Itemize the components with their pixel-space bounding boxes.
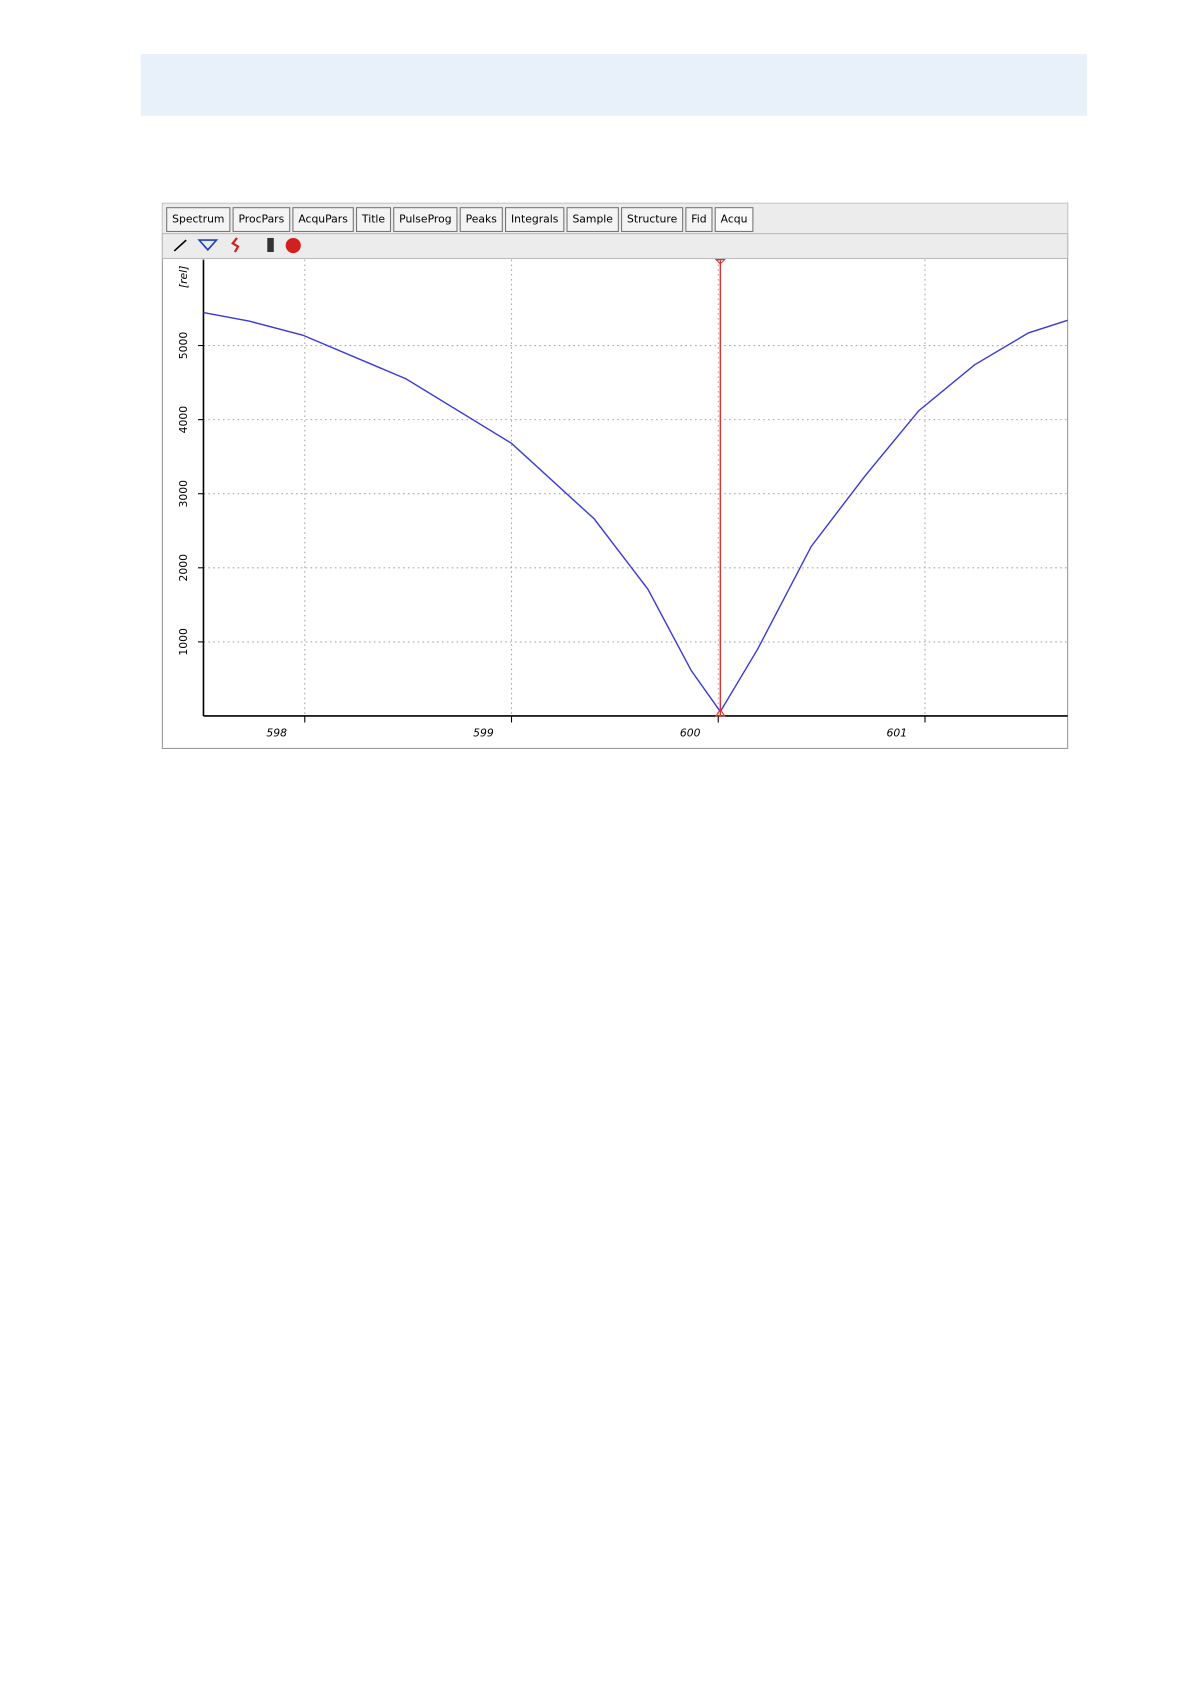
tab[interactable] (566, 207, 619, 232)
cursor-handle[interactable] (714, 708, 726, 717)
tab[interactable] (166, 207, 231, 232)
tab[interactable] (292, 207, 354, 232)
x-tick-label: 601 (887, 726, 908, 739)
x-tick-label: 599 (473, 726, 494, 739)
icon[interactable] (231, 237, 240, 253)
y-axis-label: [rel] (177, 266, 190, 289)
tab-label[interactable]: Peaks (466, 213, 498, 226)
icon[interactable] (285, 237, 301, 254)
data-line (203, 311, 1068, 713)
y-tick-label: 4000 (177, 406, 190, 434)
tab-label[interactable]: Sample (572, 213, 613, 226)
tab[interactable] (505, 207, 565, 232)
window (161, 202, 1069, 749)
icon[interactable] (197, 239, 219, 252)
x-tick-label: 600 (680, 726, 701, 739)
tab-label[interactable]: Spectrum (172, 213, 224, 226)
icon[interactable] (267, 237, 274, 253)
y-tick-label: 1000 (177, 628, 190, 656)
y-tick-label: 5000 (177, 332, 190, 360)
tab-label[interactable]: Acqu (721, 213, 748, 226)
x-tick-label: 598 (266, 726, 287, 739)
tab-label[interactable]: PulseProg (399, 213, 451, 226)
tab[interactable] (355, 207, 392, 232)
tab[interactable] (714, 207, 754, 232)
icon[interactable] (173, 239, 187, 252)
tab[interactable] (621, 207, 684, 232)
toolbar-icons (173, 237, 301, 254)
tab[interactable] (685, 207, 713, 232)
tab-label[interactable]: ProcPars (238, 213, 284, 226)
toolbar (161, 233, 1069, 260)
tab-label[interactable]: Title (361, 213, 385, 226)
tab-label[interactable]: Fid (691, 213, 706, 226)
tab-label[interactable]: AcquPars (298, 213, 348, 226)
tabs: Spectrum ProcPars AcquPars Title PulseProg Pe… (166, 207, 754, 232)
y-tick-label: 3000 (177, 480, 190, 508)
cursor-handle[interactable] (714, 259, 726, 265)
header-banner (140, 54, 1088, 116)
tab[interactable] (232, 207, 291, 232)
tab-label[interactable]: Integrals (511, 213, 559, 226)
tab-label[interactable]: Structure (627, 213, 678, 226)
tab[interactable] (459, 207, 503, 232)
tab[interactable] (393, 207, 458, 232)
y-tick-label: 2000 (177, 554, 190, 582)
plot: 1000 2000 3000 4000 5000 598 599 600 601 [rel] (177, 259, 1068, 739)
